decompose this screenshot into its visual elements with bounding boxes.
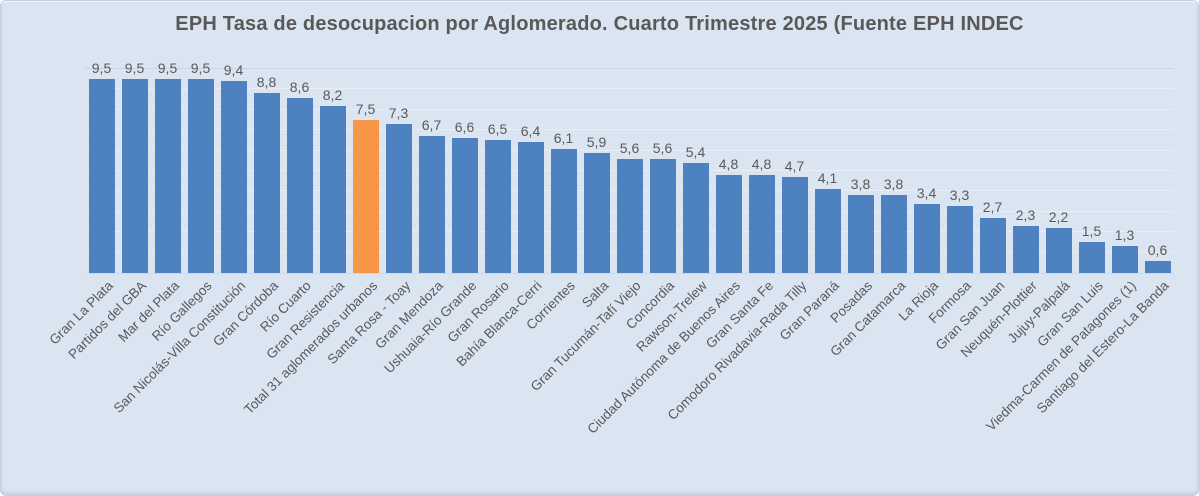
gridline	[85, 68, 1174, 69]
bar-value-label: 3,8	[883, 176, 904, 193]
bar	[880, 195, 907, 273]
bar-value-label: 3,8	[850, 176, 871, 193]
bar	[484, 140, 511, 273]
bar-value-label: 5,9	[586, 133, 607, 150]
bar-value-label: 9,5	[190, 60, 211, 77]
chart-title: EPH Tasa de desocupacion por Aglomerado.…	[175, 13, 1024, 35]
bar	[1111, 246, 1138, 273]
bar-value-label: 2,7	[982, 198, 1003, 215]
gridline	[85, 129, 1174, 131]
bar	[748, 175, 775, 273]
bar-highlighted	[352, 120, 379, 273]
bar	[583, 152, 610, 273]
bar	[121, 79, 148, 273]
bar	[286, 97, 313, 273]
bar-value-label: 8,6	[289, 78, 310, 95]
bar	[682, 162, 709, 273]
bar	[154, 79, 181, 273]
bar	[1045, 228, 1072, 273]
bar	[319, 105, 346, 273]
bar	[1078, 242, 1105, 273]
plot-area: 9,5 9,5 9,5 9,5 9,4 8,8 8,6 8,2 7,5 7,3 6,7 6,6 6,5 6…	[85, 60, 1174, 274]
bar-value-label: 2,2	[1048, 209, 1069, 226]
bar-value-label: 9,5	[91, 60, 112, 77]
bar	[88, 79, 115, 273]
gridline	[85, 108, 1174, 110]
bar	[1012, 226, 1039, 273]
bar	[550, 148, 577, 273]
bar-value-label: 1,5	[1081, 223, 1102, 240]
bar-value-label: 4,7	[784, 158, 805, 175]
bar	[385, 124, 412, 273]
bar	[616, 158, 643, 273]
bar-value-label: 6,5	[487, 121, 508, 138]
gridline	[85, 149, 1174, 151]
bar-value-label: 7,3	[388, 105, 409, 122]
bar-value-label: 0,6	[1147, 241, 1168, 258]
x-axis-line	[85, 273, 1174, 274]
bar-value-label: 5,4	[685, 143, 706, 160]
bar-value-label: 8,2	[322, 86, 343, 103]
bar	[517, 142, 544, 273]
bar	[220, 81, 247, 273]
bar-value-label: 2,3	[1015, 207, 1036, 224]
bar	[946, 205, 973, 273]
bar-value-label: 3,3	[949, 186, 970, 203]
bar-value-label: 6,7	[421, 117, 442, 134]
bar-value-label: 6,1	[553, 129, 574, 146]
bar-value-label: 8,8	[256, 74, 277, 91]
bar	[814, 189, 841, 273]
bar-value-label: 6,6	[454, 119, 475, 136]
bar-value-label: 6,4	[520, 123, 541, 140]
bar	[913, 203, 940, 273]
bar	[979, 217, 1006, 273]
bar-value-label: 5,6	[652, 139, 673, 156]
bar-value-label: 9,5	[124, 60, 145, 77]
bar	[451, 138, 478, 273]
bar	[649, 158, 676, 273]
bar-value-label: 9,5	[157, 60, 178, 77]
bar-value-label: 5,6	[619, 139, 640, 156]
gridline	[85, 88, 1174, 90]
bar-value-label: 4,8	[718, 156, 739, 173]
bar	[847, 195, 874, 273]
x-axis-labels: Gran La Plata Partidos del GBA Mar del Pla…	[47, 278, 1174, 488]
bar-value-label: 1,3	[1114, 227, 1135, 244]
bar	[418, 136, 445, 273]
bar	[781, 177, 808, 273]
bar-value-label: 9,4	[223, 62, 244, 79]
bar-value-label: 4,1	[817, 170, 838, 187]
bar-value-label: 3,4	[916, 184, 937, 201]
bar	[715, 175, 742, 273]
bar	[187, 79, 214, 273]
bar-value-label: 4,8	[751, 156, 772, 173]
bar-value-label: 7,5	[355, 101, 376, 117]
bar	[253, 93, 280, 273]
bar	[1144, 260, 1171, 273]
